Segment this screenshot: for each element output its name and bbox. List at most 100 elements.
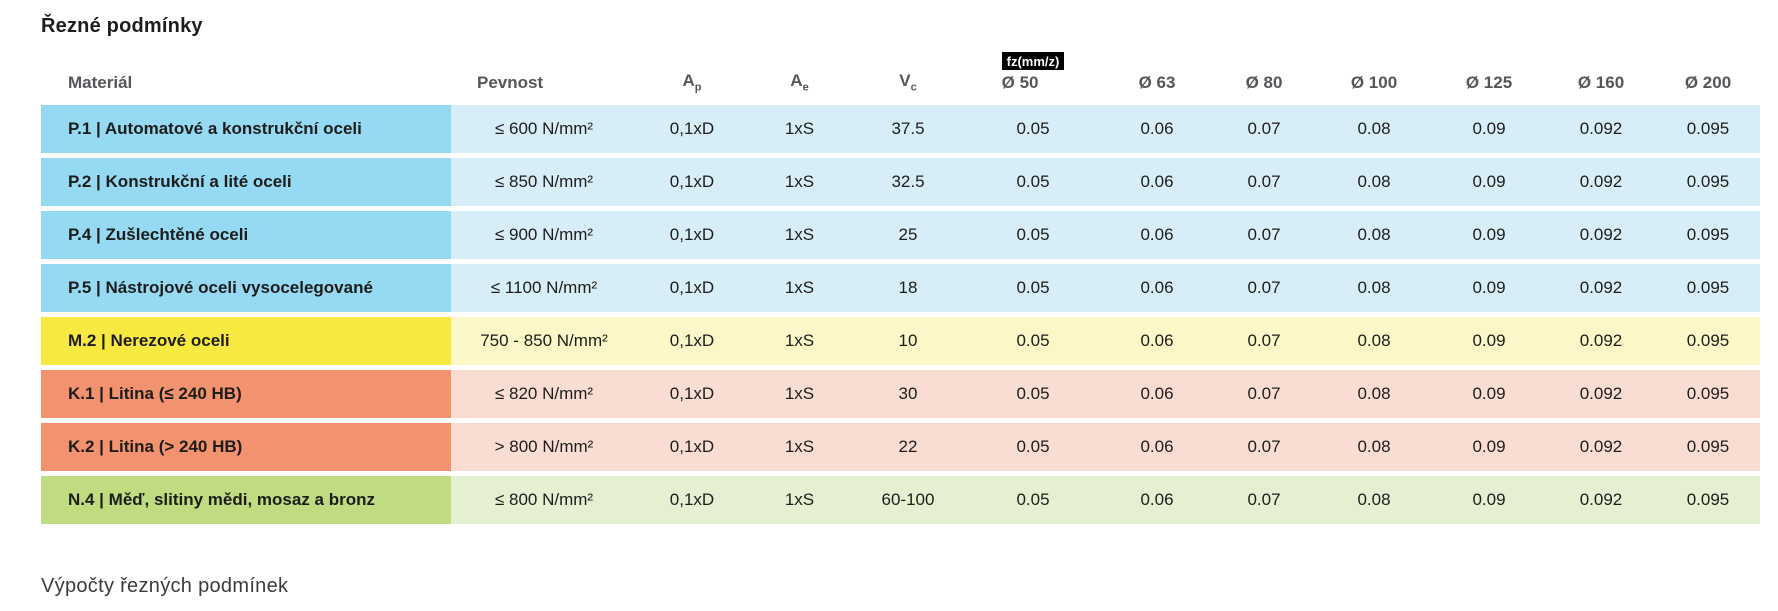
fz-cell-d160: 0.092 — [1546, 476, 1656, 524]
fz-cell-d50: 0.05 — [964, 476, 1102, 524]
table-row-k2: K.2 | Litina (> 240 HB) > 800 N/mm² 0,1x… — [41, 423, 1760, 471]
fz-cell-d125: 0.09 — [1432, 476, 1546, 524]
fz-cell-d125: 0.09 — [1432, 158, 1546, 206]
fz-cell-d160: 0.092 — [1546, 158, 1656, 206]
table-row-n4: N.4 | Měď, slitiny mědi, mosaz a bronz ≤… — [41, 476, 1760, 524]
fz-cell-d200: 0.095 — [1656, 105, 1760, 153]
ae-cell: 1xS — [747, 317, 852, 365]
column-header-d100: Ø 100 — [1350, 73, 1398, 92]
fz-cell-d125: 0.09 — [1432, 423, 1546, 471]
ap-cell: 0,1xD — [637, 370, 747, 418]
fz-cell-d200: 0.095 — [1656, 211, 1760, 259]
ae-cell: 1xS — [747, 105, 852, 153]
fz-cell-d200: 0.095 — [1656, 158, 1760, 206]
vc-cell: 10 — [852, 317, 964, 365]
fz-cell-d63: 0.06 — [1102, 264, 1212, 312]
cutting-conditions-table: Materiál Pevnost Ap Ae Vc fz(mm/z) Ø 50 … — [41, 46, 1760, 529]
material-cell: K.2 | Litina (> 240 HB) — [41, 423, 451, 471]
column-header-d200: Ø 200 — [1684, 73, 1732, 92]
vc-cell: 32.5 — [852, 158, 964, 206]
vc-cell: 37.5 — [852, 105, 964, 153]
pevnost-cell: ≤ 820 N/mm² — [451, 370, 637, 418]
ae-cell: 1xS — [747, 476, 852, 524]
vc-cell: 22 — [852, 423, 964, 471]
fz-cell-d125: 0.09 — [1432, 105, 1546, 153]
ae-cell: 1xS — [747, 423, 852, 471]
diameter-label-50: Ø 50 — [1001, 73, 1039, 92]
column-header-d63: Ø 63 — [1138, 73, 1176, 92]
ae-cell: 1xS — [747, 264, 852, 312]
pevnost-cell: ≤ 850 N/mm² — [451, 158, 637, 206]
column-header-d50: fz(mm/z) Ø 50 — [964, 51, 1102, 100]
ap-cell: 0,1xD — [637, 158, 747, 206]
fz-cell-d63: 0.06 — [1102, 476, 1212, 524]
material-cell: P.2 | Konstrukční a lité oceli — [41, 158, 451, 206]
ae-subscript: e — [802, 81, 809, 93]
fz-cell-d50: 0.05 — [964, 211, 1102, 259]
fz-cell-d80: 0.07 — [1212, 211, 1316, 259]
pevnost-cell: > 800 N/mm² — [451, 423, 637, 471]
fz-cell-d63: 0.06 — [1102, 423, 1212, 471]
vc-cell: 30 — [852, 370, 964, 418]
table-row-p2: P.2 | Konstrukční a lité oceli ≤ 850 N/m… — [41, 158, 1760, 206]
fz-cell-d100: 0.08 — [1316, 105, 1432, 153]
ap-cell: 0,1xD — [637, 105, 747, 153]
material-cell: P.5 | Nástrojové oceli vysocelegované — [41, 264, 451, 312]
fz-cell-d100: 0.08 — [1316, 317, 1432, 365]
column-header-ap: Ap — [637, 51, 747, 100]
column-header-ae: Ae — [747, 51, 852, 100]
ap-symbol: A — [682, 70, 695, 90]
material-cell: K.1 | Litina (≤ 240 HB) — [41, 370, 451, 418]
page-title: Řezné podmínky — [41, 15, 203, 37]
pevnost-cell: ≤ 600 N/mm² — [451, 105, 637, 153]
fz-cell-d80: 0.07 — [1212, 317, 1316, 365]
material-cell: N.4 | Měď, slitiny mědi, mosaz a bronz — [41, 476, 451, 524]
fz-cell-d160: 0.092 — [1546, 370, 1656, 418]
fz-cell-d100: 0.08 — [1316, 158, 1432, 206]
ae-symbol: A — [790, 70, 803, 90]
fz-cell-d200: 0.095 — [1656, 370, 1760, 418]
column-header-pevnost: Pevnost — [477, 73, 544, 92]
column-header-d125: Ø 125 — [1465, 73, 1513, 92]
column-header-vc: Vc — [852, 51, 964, 100]
fz-cell-d50: 0.05 — [964, 264, 1102, 312]
pevnost-cell: ≤ 900 N/mm² — [451, 211, 637, 259]
table-row-p5: P.5 | Nástrojové oceli vysocelegované ≤ … — [41, 264, 1760, 312]
ae-cell: 1xS — [747, 211, 852, 259]
fz-cell-d100: 0.08 — [1316, 476, 1432, 524]
fz-cell-d50: 0.05 — [964, 370, 1102, 418]
ap-cell: 0,1xD — [637, 423, 747, 471]
table-row-p4: P.4 | Zušlechtěné oceli ≤ 900 N/mm² 0,1x… — [41, 211, 1760, 259]
material-cell: P.4 | Zušlechtěné oceli — [41, 211, 451, 259]
fz-cell-d80: 0.07 — [1212, 264, 1316, 312]
vc-cell: 25 — [852, 211, 964, 259]
fz-cell-d200: 0.095 — [1656, 317, 1760, 365]
pevnost-cell: 750 - 850 N/mm² — [451, 317, 637, 365]
pevnost-cell: ≤ 800 N/mm² — [451, 476, 637, 524]
fz-cell-d100: 0.08 — [1316, 370, 1432, 418]
vc-subscript: c — [910, 81, 917, 93]
material-cell: M.2 | Nerezové oceli — [41, 317, 451, 365]
fz-cell-d63: 0.06 — [1102, 158, 1212, 206]
fz-cell-d80: 0.07 — [1212, 423, 1316, 471]
column-header-material: Materiál — [68, 73, 133, 92]
fz-cell-d125: 0.09 — [1432, 264, 1546, 312]
fz-cell-d63: 0.06 — [1102, 105, 1212, 153]
table-header-row: Materiál Pevnost Ap Ae Vc fz(mm/z) Ø 50 … — [41, 51, 1760, 100]
fz-cell-d63: 0.06 — [1102, 211, 1212, 259]
fz-cell-d80: 0.07 — [1212, 158, 1316, 206]
ae-cell: 1xS — [747, 158, 852, 206]
vc-symbol: V — [899, 70, 911, 90]
table-row-p1: P.1 | Automatové a konstrukční oceli ≤ 6… — [41, 105, 1760, 153]
fz-cell-d160: 0.092 — [1546, 211, 1656, 259]
column-header-d160: Ø 160 — [1577, 73, 1625, 92]
fz-cell-d100: 0.08 — [1316, 264, 1432, 312]
fz-cell-d100: 0.08 — [1316, 211, 1432, 259]
d50-header-stack: fz(mm/z) Ø 50 — [1001, 51, 1065, 93]
fz-cell-d80: 0.07 — [1212, 370, 1316, 418]
fz-cell-d50: 0.05 — [964, 158, 1102, 206]
fz-cell-d200: 0.095 — [1656, 476, 1760, 524]
fz-cell-d100: 0.08 — [1316, 423, 1432, 471]
feed-unit-badge: fz(mm/z) — [1001, 52, 1065, 70]
fz-cell-d125: 0.09 — [1432, 370, 1546, 418]
